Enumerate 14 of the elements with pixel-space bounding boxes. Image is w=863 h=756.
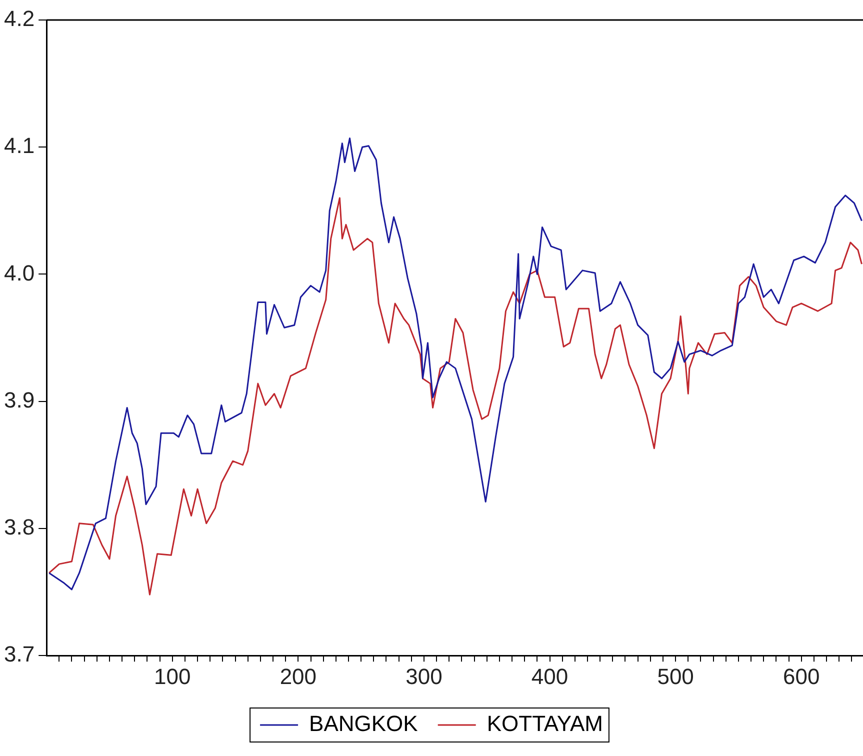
y-tick-label: 4.0 (4, 260, 35, 286)
y-tick-label: 3.7 (4, 642, 35, 667)
x-tick-label: 300 (406, 664, 442, 689)
legend-label: BANGKOK (309, 711, 418, 736)
y-tick-label: 3.8 (4, 514, 35, 540)
x-tick-label: 100 (154, 664, 191, 689)
x-tick-label: 200 (280, 664, 317, 689)
legend-label: KOTTAYAM (486, 711, 603, 736)
y-tick-label: 4.2 (4, 6, 35, 32)
x-tick-label: 400 (531, 664, 568, 689)
x-tick-label: 500 (657, 664, 694, 689)
y-tick-label: 4.1 (4, 133, 35, 158)
x-tick-label: 600 (783, 664, 820, 689)
y-tick-label: 3.9 (4, 387, 35, 412)
